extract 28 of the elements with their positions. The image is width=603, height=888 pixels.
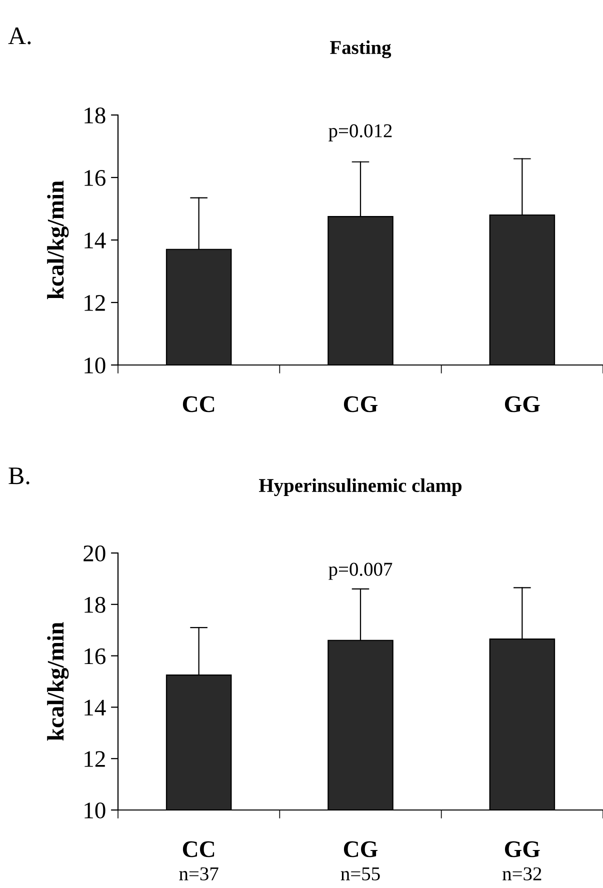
text: A. xyxy=(8,28,31,44)
y-tick-label: 14 xyxy=(84,700,106,716)
y-tick-label: 18 xyxy=(84,596,106,613)
text: n=55 xyxy=(340,867,380,880)
y-axis-title: kcal/kg/min xyxy=(47,622,69,741)
y-tick-label: 20 xyxy=(84,545,106,562)
text: n=37 xyxy=(179,867,218,880)
x-tick-label: GG xyxy=(504,841,540,858)
y-tick-label: 12 xyxy=(84,751,105,767)
text: n=32 xyxy=(502,867,542,880)
y-axis-title: kcal/kg/min xyxy=(47,180,69,300)
x-tick-label: CC xyxy=(182,396,214,412)
annotation: p=0.012 xyxy=(328,124,392,142)
y-tick-label: 16 xyxy=(84,170,106,186)
chart-title: Fasting xyxy=(330,40,392,58)
annotation: p=0.007 xyxy=(328,562,392,580)
y-tick-label: 14 xyxy=(84,232,106,248)
text: B. xyxy=(8,468,30,484)
y-tick-label: 10 xyxy=(84,357,106,374)
x-tick-label: CG xyxy=(344,396,378,412)
x-tick-label: GG xyxy=(504,396,540,412)
chart-title: Hyperinsulinemic clamp xyxy=(259,478,462,496)
x-tick-label: CG xyxy=(344,841,378,858)
y-tick-label: 18 xyxy=(84,107,106,124)
x-tick-label: CC xyxy=(182,841,214,858)
y-tick-label: 10 xyxy=(84,802,106,818)
y-tick-label: 16 xyxy=(84,648,106,664)
y-tick-label: 12 xyxy=(84,295,105,311)
